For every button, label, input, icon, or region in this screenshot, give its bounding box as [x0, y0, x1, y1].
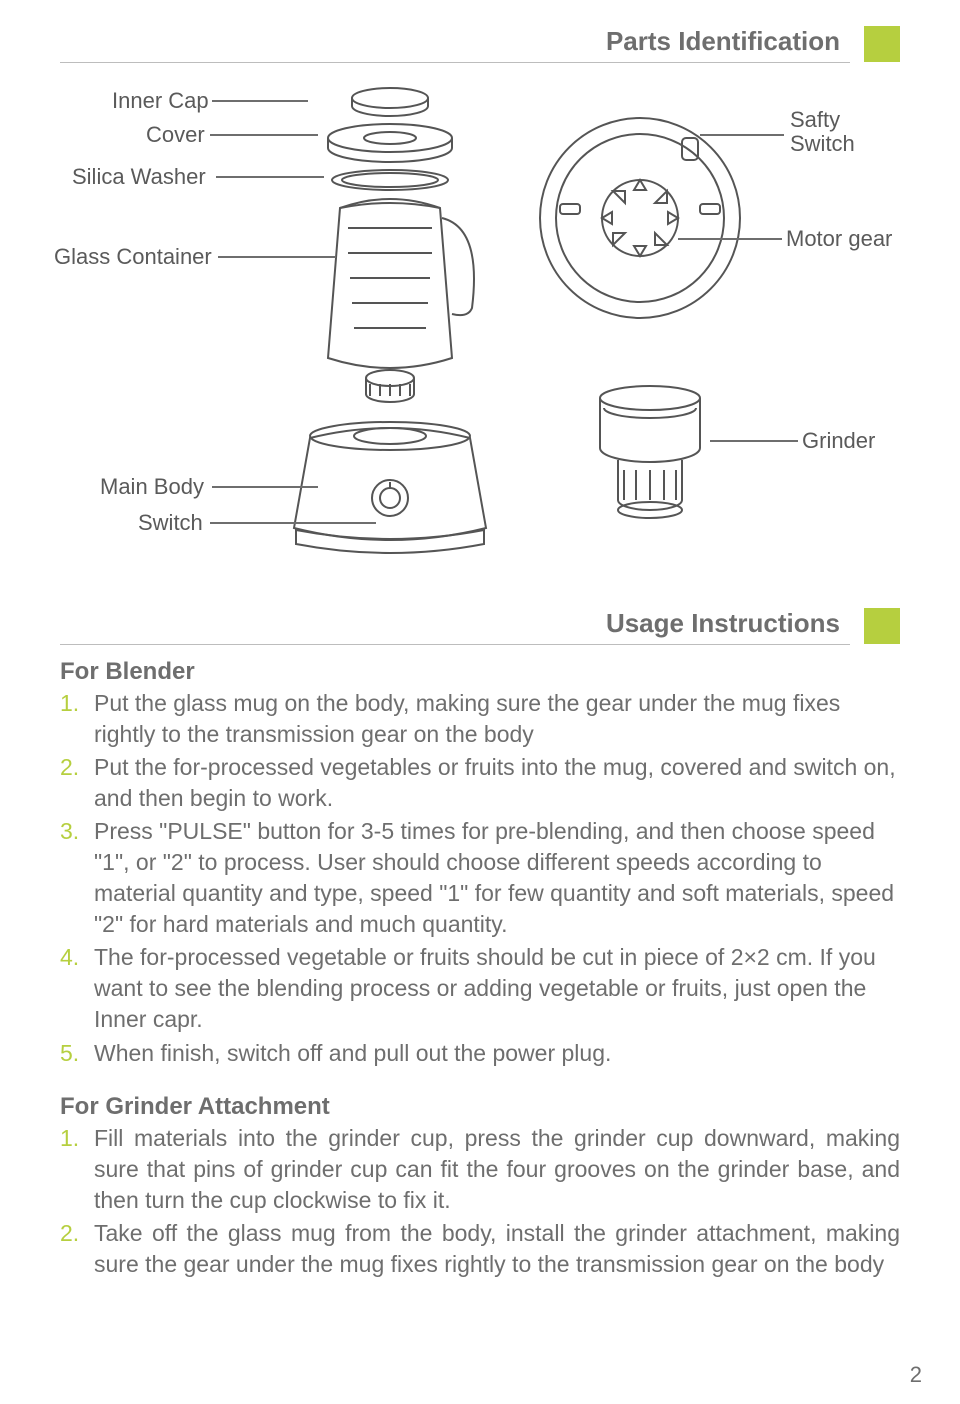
list-item: 4. The for-processed vegetable or fruits … [60, 942, 900, 1035]
step-number: 2. [60, 752, 79, 783]
list-item: 2. Take off the glass mug from the body, … [60, 1218, 900, 1280]
list-item: 5. When finish, switch off and pull out t… [60, 1038, 900, 1069]
leader-line [218, 256, 336, 258]
parts-diagram: Inner Cap Cover Silica Washer Glass Cont… [60, 78, 900, 598]
leader-line [700, 134, 784, 136]
page-number: 2 [910, 1362, 922, 1388]
step-text: Press "PULSE" button for 3-5 times for p… [94, 818, 894, 937]
leader-line [710, 440, 798, 442]
leader-line [678, 238, 782, 240]
for-blender-heading: For Blender [60, 658, 900, 686]
label-main-body: Main Body [100, 474, 204, 500]
grinder-steps-list: 1. Fill materials into the grinder cup, p… [60, 1123, 900, 1280]
step-number: 4. [60, 942, 79, 973]
step-number: 1. [60, 1123, 79, 1154]
grinder-illustration-icon [580, 378, 720, 558]
label-cover: Cover [146, 122, 205, 148]
step-number: 3. [60, 816, 79, 847]
step-text: When finish, switch off and pull out the… [94, 1040, 611, 1066]
step-text: The for-processed vegetable or fruits sh… [94, 944, 876, 1032]
leader-line [212, 100, 308, 102]
leader-line [212, 486, 318, 488]
leader-line [210, 522, 376, 524]
parts-identification-title: Parts Identification [60, 20, 900, 57]
usage-instructions-title: Usage Instructions [606, 608, 840, 639]
step-text: Fill materials into the grinder cup, pre… [94, 1125, 900, 1213]
step-number: 5. [60, 1038, 79, 1069]
label-switch: Switch [138, 510, 203, 536]
step-text: Take off the glass mug from the body, in… [94, 1220, 900, 1277]
label-silica-washer: Silica Washer [72, 164, 206, 190]
motor-gear-illustration-icon [530, 108, 750, 328]
label-safty-switch: Safty Switch [790, 108, 870, 156]
for-grinder-heading: For Grinder Attachment [60, 1093, 900, 1121]
list-item: 2. Put the for-processed vegetables or fr… [60, 752, 900, 814]
usage-instructions-header: Usage Instructions [60, 602, 900, 650]
header-rule [60, 644, 850, 645]
blender-steps-list: 1. Put the glass mug on the body, making … [60, 688, 900, 1069]
accent-square-icon [864, 608, 900, 644]
label-grinder: Grinder [802, 428, 875, 454]
list-item: 1. Put the glass mug on the body, making … [60, 688, 900, 750]
list-item: 3. Press "PULSE" button for 3-5 times for… [60, 816, 900, 940]
label-glass-container: Glass Container [54, 244, 212, 270]
leader-line [216, 176, 324, 178]
leader-line [210, 134, 318, 136]
parts-identification-header: Parts Identification [60, 20, 900, 68]
header-rule [60, 62, 850, 63]
blender-illustration-icon [270, 78, 530, 598]
step-number: 1. [60, 688, 79, 719]
step-text: Put the glass mug on the body, making su… [94, 690, 840, 747]
label-inner-cap: Inner Cap [112, 88, 209, 114]
label-motor-gear: Motor gear [786, 226, 892, 252]
step-number: 2. [60, 1218, 79, 1249]
step-text: Put the for-processed vegetables or frui… [94, 754, 896, 811]
accent-square-icon [864, 26, 900, 62]
list-item: 1. Fill materials into the grinder cup, p… [60, 1123, 900, 1216]
